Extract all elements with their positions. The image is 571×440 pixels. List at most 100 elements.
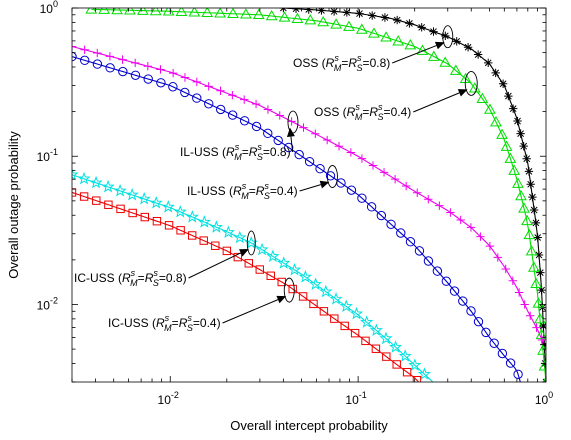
annotation-ellipse xyxy=(464,70,478,96)
annotation-text-part: S xyxy=(257,152,263,162)
marker-square xyxy=(412,375,422,382)
marker-star xyxy=(309,277,323,290)
marker-asterisk xyxy=(529,205,539,215)
marker-circle xyxy=(505,358,516,368)
marker-triangle xyxy=(124,8,136,15)
marker-triangle xyxy=(380,31,392,42)
annotation-text-part: R xyxy=(226,145,235,159)
marker-plus xyxy=(537,335,546,345)
marker-asterisk xyxy=(533,233,542,242)
tick-label-exponent: -2 xyxy=(50,295,58,305)
marker-triangle xyxy=(111,8,123,15)
marker-plus xyxy=(526,311,535,320)
series-markers-iluss08 xyxy=(72,42,546,345)
marker-plus xyxy=(485,241,495,251)
tick-label-exponent: -1 xyxy=(359,390,367,400)
marker-asterisk xyxy=(513,116,522,126)
marker-square xyxy=(350,328,360,338)
marker-asterisk xyxy=(519,141,528,151)
marker-plus xyxy=(180,73,190,82)
marker-triangle xyxy=(515,189,527,201)
marker-square xyxy=(244,259,253,268)
marker-circle xyxy=(92,59,103,69)
annotation-arrow-shaft xyxy=(299,184,321,192)
marker-plus xyxy=(299,123,308,132)
annotation-text-part: R xyxy=(256,184,265,198)
annotation-text-part: M xyxy=(334,63,342,73)
marker-square xyxy=(152,216,162,226)
marker-asterisk xyxy=(491,68,500,78)
marker-triangle xyxy=(265,9,278,21)
annotation-arrow-shaft xyxy=(290,136,294,153)
annotation-text-part: IC-USS ( xyxy=(74,271,122,285)
marker-plus xyxy=(476,232,485,241)
annotation-text-part: R xyxy=(179,316,188,330)
marker-triangle xyxy=(508,164,521,175)
marker-circle xyxy=(449,286,460,296)
marker-triangle xyxy=(518,202,530,213)
marker-plus xyxy=(263,105,273,114)
marker-triangle xyxy=(214,8,227,18)
marker-square xyxy=(199,236,208,245)
annotation-label: OSS (Rs M=Rs S=0.4) xyxy=(314,102,411,122)
annotation-text-part: = xyxy=(384,105,391,119)
marker-asterisk xyxy=(526,180,535,189)
marker-triangle xyxy=(355,23,368,34)
annotation-text-part: R xyxy=(326,56,335,70)
x-tick-label: 100 xyxy=(535,390,553,407)
annotation-text-part: = xyxy=(341,56,348,70)
y-tick-label: 100 xyxy=(40,0,58,16)
series-line-iluss04 xyxy=(72,56,521,382)
marker-square xyxy=(187,231,197,240)
marker-square xyxy=(164,221,174,230)
annotation-arrow-head xyxy=(457,89,468,97)
marker-plus xyxy=(228,91,237,100)
annotation-text-part: = xyxy=(263,145,270,159)
marker-square xyxy=(233,252,243,262)
marker-star xyxy=(185,210,199,223)
marker-circle xyxy=(239,116,250,126)
marker-plus xyxy=(493,253,503,262)
annotation-text-part: S xyxy=(264,191,270,201)
marker-star xyxy=(287,262,302,276)
marker-square xyxy=(266,271,275,280)
marker-plus xyxy=(204,82,213,91)
tick-label-base: 10 xyxy=(345,393,359,407)
marker-circle xyxy=(294,149,304,160)
marker-circle xyxy=(376,210,387,221)
marker-square xyxy=(361,336,370,346)
marker-star xyxy=(89,175,103,189)
annotation-text-part: R xyxy=(122,271,131,285)
annotation-text-part: 0.8 xyxy=(270,145,287,159)
annotation-text-part: S xyxy=(357,63,363,73)
marker-triangle xyxy=(85,8,98,14)
marker-circle xyxy=(180,87,190,98)
annotation-text-part: IL-USS ( xyxy=(187,184,233,198)
tick-label-base: 10 xyxy=(158,393,172,407)
marker-star xyxy=(101,179,115,193)
marker-triangle xyxy=(439,56,452,67)
marker-plus xyxy=(501,264,510,274)
marker-plus xyxy=(240,95,249,104)
marker-triangle xyxy=(404,39,417,50)
marker-asterisk xyxy=(540,340,546,349)
annotation-text-part: M xyxy=(164,323,172,333)
series-markers-icuss04 xyxy=(72,188,422,382)
marker-circle xyxy=(458,296,468,306)
marker-square xyxy=(309,299,318,309)
marker-circle xyxy=(315,164,325,174)
tick-label-exponent: 0 xyxy=(53,0,58,9)
annotation-text-part: = xyxy=(249,184,256,198)
marker-star xyxy=(149,196,163,209)
marker-asterisk xyxy=(380,13,390,22)
annotation-text-part: M xyxy=(355,112,363,122)
tick-label-exponent: -2 xyxy=(171,390,179,400)
marker-triangle xyxy=(521,214,533,226)
annotation-text-part: M xyxy=(241,191,249,201)
marker-square xyxy=(92,196,101,205)
marker-square xyxy=(211,241,220,250)
annotation-text-part: ) xyxy=(407,105,411,119)
marker-triangle xyxy=(368,27,380,38)
marker-star xyxy=(319,284,333,298)
marker-star xyxy=(408,358,422,371)
